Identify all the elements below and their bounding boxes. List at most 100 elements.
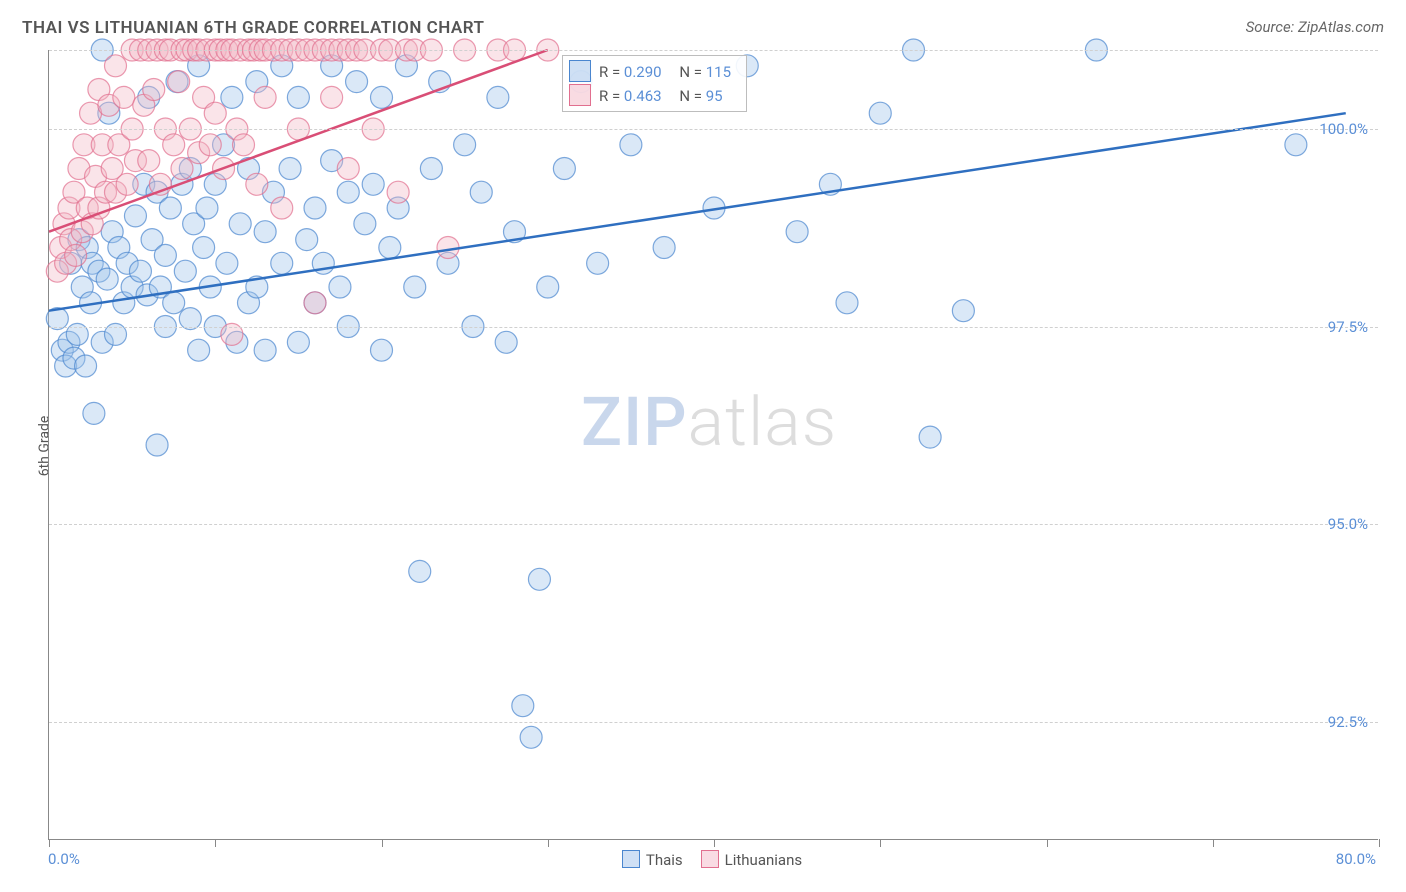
- scatter-point: [337, 158, 359, 180]
- plot-area: 92.5%95.0%97.5%100.0%ZIPatlas: [48, 50, 1378, 840]
- legend-swatch: [701, 850, 719, 868]
- scatter-point: [204, 102, 226, 124]
- scatter-point: [154, 244, 176, 266]
- scatter-point: [304, 197, 326, 219]
- scatter-point: [371, 86, 393, 108]
- scatter-point: [271, 252, 293, 274]
- scatter-point: [124, 205, 146, 227]
- x-tick: [1379, 839, 1380, 847]
- scatter-point: [193, 237, 215, 259]
- scatter-point: [233, 134, 255, 156]
- scatter-point: [952, 300, 974, 322]
- scatter-point: [271, 197, 293, 219]
- scatter-point: [138, 150, 160, 172]
- scatter-point: [337, 181, 359, 203]
- scatter-point: [216, 252, 238, 274]
- scatter-point: [387, 181, 409, 203]
- scatter-point: [163, 134, 185, 156]
- scatter-point: [379, 237, 401, 259]
- scatter-point: [188, 339, 210, 361]
- gridline: [49, 722, 1378, 723]
- scatter-point: [512, 695, 534, 717]
- scatter-point: [83, 402, 105, 424]
- scatter-point: [287, 331, 309, 353]
- scatter-point: [1285, 134, 1307, 156]
- scatter-point: [287, 86, 309, 108]
- scatter-point: [221, 86, 243, 108]
- scatter-point: [653, 237, 675, 259]
- scatter-point: [528, 568, 550, 590]
- gridline: [49, 524, 1378, 525]
- scatter-point: [786, 221, 808, 243]
- gridline: [49, 129, 1378, 130]
- scatter-point: [420, 158, 442, 180]
- x-tick: [880, 839, 881, 847]
- scatter-point: [304, 292, 326, 314]
- gridline: [49, 327, 1378, 328]
- scatter-point: [143, 79, 165, 101]
- y-tick-label: 100.0%: [1319, 120, 1368, 138]
- scatter-point: [553, 158, 575, 180]
- scatter-point: [587, 252, 609, 274]
- scatter-point: [409, 560, 431, 582]
- scatter-point: [279, 158, 301, 180]
- chart-title: THAI VS LITHUANIAN 6TH GRADE CORRELATION…: [22, 18, 484, 38]
- scatter-point: [346, 71, 368, 93]
- legend-row: R = 0.290 N = 115: [569, 60, 736, 84]
- x-tick: [215, 839, 216, 847]
- scatter-point: [919, 426, 941, 448]
- x-tick: [714, 839, 715, 847]
- scatter-point: [65, 244, 87, 266]
- scatter-point: [199, 134, 221, 156]
- y-tick-label: 95.0%: [1328, 515, 1368, 533]
- scatter-point: [254, 339, 276, 361]
- scatter-point: [96, 268, 118, 290]
- scatter-point: [296, 229, 318, 251]
- scatter-point: [454, 134, 476, 156]
- x-tick: [1047, 839, 1048, 847]
- x-tick: [1213, 839, 1214, 847]
- scatter-point: [146, 434, 168, 456]
- scatter-point: [321, 86, 343, 108]
- scatter-point: [371, 339, 393, 361]
- scatter-point: [171, 158, 193, 180]
- scatter-point: [163, 292, 185, 314]
- scatter-point: [168, 71, 190, 93]
- scatter-point: [329, 276, 351, 298]
- scatter-point: [362, 173, 384, 195]
- scatter-point: [159, 197, 181, 219]
- scatter-point: [470, 181, 492, 203]
- scatter-point: [537, 276, 559, 298]
- x-tick: [548, 839, 549, 847]
- scatter-point: [620, 134, 642, 156]
- scatter-point: [246, 173, 268, 195]
- legend-box: R = 0.290 N = 115R = 0.463 N = 95: [562, 55, 747, 112]
- scatter-point: [354, 213, 376, 235]
- scatter-point: [254, 221, 276, 243]
- gridline: [49, 50, 1378, 51]
- scatter-point: [75, 355, 97, 377]
- scatter-point: [196, 197, 218, 219]
- scatter-point: [487, 86, 509, 108]
- legend-swatch: [622, 850, 640, 868]
- y-tick-label: 92.5%: [1328, 713, 1368, 731]
- x-tick: [382, 839, 383, 847]
- scatter-point: [869, 102, 891, 124]
- scatter-point: [116, 173, 138, 195]
- scatter-point: [836, 292, 858, 314]
- scatter-point: [495, 331, 517, 353]
- scatter-point: [520, 726, 542, 748]
- bottom-legend: ThaisLithuanians: [0, 850, 1406, 869]
- scatter-point: [254, 86, 276, 108]
- x-tick: [49, 839, 50, 847]
- legend-label: Thais: [646, 851, 683, 869]
- y-tick-label: 97.5%: [1328, 318, 1368, 336]
- scatter-point: [174, 260, 196, 282]
- scatter-point: [229, 213, 251, 235]
- scatter-point: [129, 260, 151, 282]
- legend-row: R = 0.463 N = 95: [569, 84, 736, 108]
- scatter-point: [113, 86, 135, 108]
- scatter-point: [404, 276, 426, 298]
- scatter-point: [105, 55, 127, 77]
- source-label: Source: ZipAtlas.com: [1246, 18, 1384, 36]
